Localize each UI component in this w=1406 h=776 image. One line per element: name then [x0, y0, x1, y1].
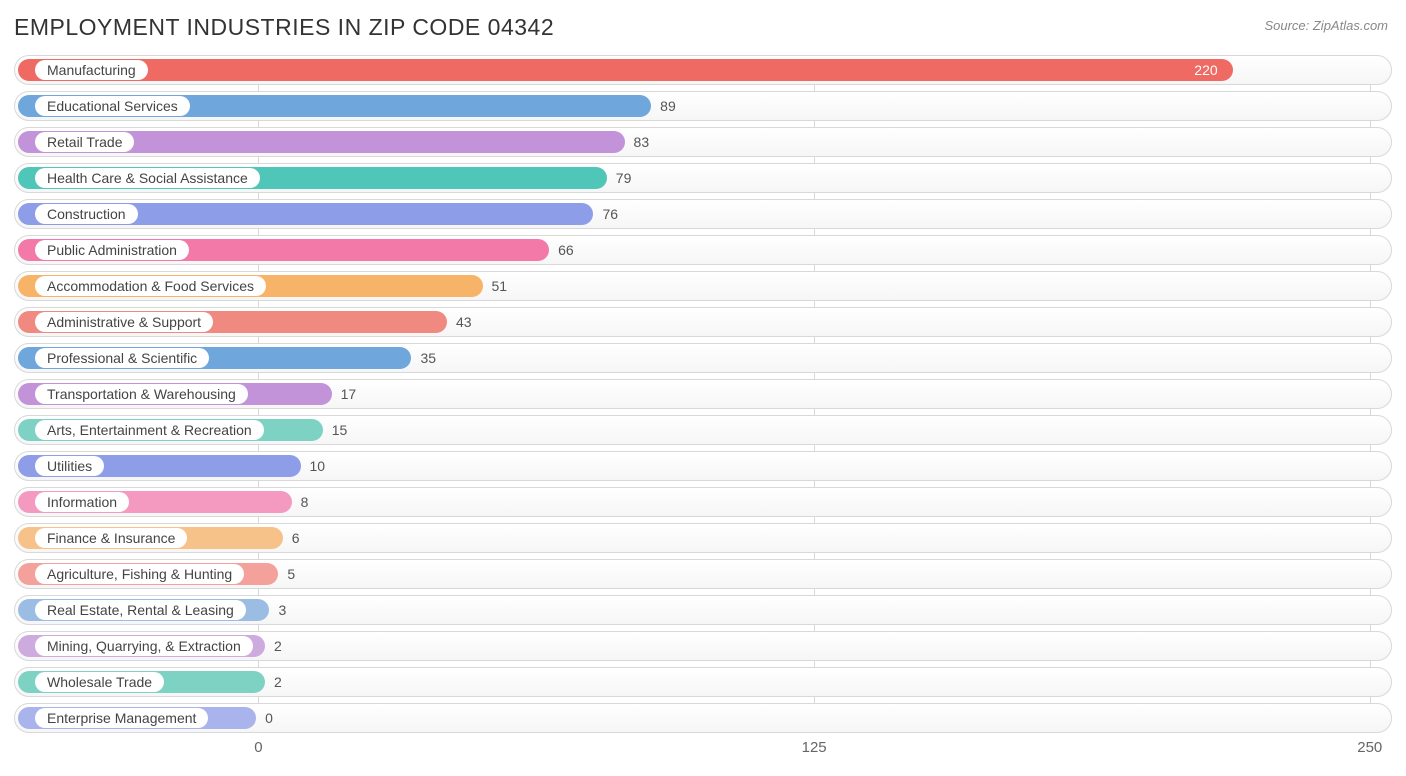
bar-value: 79 [616, 170, 632, 186]
bar-value: 8 [301, 494, 309, 510]
bar-value: 220 [1194, 62, 1217, 78]
bar-row: Health Care & Social Assistance 79 [14, 163, 1392, 193]
bar-value: 10 [310, 458, 326, 474]
bar-label: Educational Services [35, 96, 190, 116]
bar-label: Administrative & Support [35, 312, 213, 332]
bar-value: 6 [292, 530, 300, 546]
bar-value: 66 [558, 242, 574, 258]
chart-source: Source: ZipAtlas.com [1264, 14, 1392, 33]
bar-value: 5 [287, 566, 295, 582]
bar-label: Retail Trade [35, 132, 134, 152]
bar-row: Public Administration 66 [14, 235, 1392, 265]
bar-value: 3 [278, 602, 286, 618]
bar-label: Health Care & Social Assistance [35, 168, 260, 188]
bar-value: 83 [634, 134, 650, 150]
bar-label: Accommodation & Food Services [35, 276, 266, 296]
bar-value: 17 [341, 386, 357, 402]
x-axis-tick: 0 [254, 739, 262, 756]
bar-row: Manufacturing 220 [14, 55, 1392, 85]
bar-row: Enterprise Management 0 [14, 703, 1392, 733]
chart-container: EMPLOYMENT INDUSTRIES IN ZIP CODE 04342 … [0, 0, 1406, 776]
chart-area: Manufacturing220Educational Services89Re… [14, 55, 1392, 765]
bar-label: Mining, Quarrying, & Extraction [35, 636, 253, 656]
bar-label: Information [35, 492, 129, 512]
bar-value: 76 [602, 206, 618, 222]
bar-row: Mining, Quarrying, & Extraction 2 [14, 631, 1392, 661]
bar-row: Construction 76 [14, 199, 1392, 229]
chart-header: EMPLOYMENT INDUSTRIES IN ZIP CODE 04342 … [14, 14, 1392, 41]
bar-label: Finance & Insurance [35, 528, 187, 548]
bar-label: Construction [35, 204, 138, 224]
bar-row: Accommodation & Food Services 51 [14, 271, 1392, 301]
bar-value: 2 [274, 638, 282, 654]
bar-label: Professional & Scientific [35, 348, 209, 368]
bar-row: Educational Services 89 [14, 91, 1392, 121]
bar-row: Utilities 10 [14, 451, 1392, 481]
bar-label: Wholesale Trade [35, 672, 164, 692]
bar-value: 35 [420, 350, 436, 366]
bar-label: Real Estate, Rental & Leasing [35, 600, 246, 620]
bar-row: Information 8 [14, 487, 1392, 517]
bar-value: 2 [274, 674, 282, 690]
chart-title: EMPLOYMENT INDUSTRIES IN ZIP CODE 04342 [14, 14, 554, 41]
bar-value: 0 [265, 710, 273, 726]
bar-row: Finance & Insurance 6 [14, 523, 1392, 553]
bar-row: Transportation & Warehousing 17 [14, 379, 1392, 409]
bar-label: Transportation & Warehousing [35, 384, 248, 404]
bar-fill [18, 59, 1233, 81]
bar-label: Agriculture, Fishing & Hunting [35, 564, 244, 584]
bar-value: 43 [456, 314, 472, 330]
bar-row: Retail Trade 83 [14, 127, 1392, 157]
bars-region: Manufacturing220Educational Services89Re… [14, 55, 1392, 733]
bar-value: 89 [660, 98, 676, 114]
x-axis-tick: 125 [802, 739, 827, 756]
bar-row: Arts, Entertainment & Recreation 15 [14, 415, 1392, 445]
bar-label: Public Administration [35, 240, 189, 260]
bar-label: Manufacturing [35, 60, 148, 80]
bar-label: Arts, Entertainment & Recreation [35, 420, 264, 440]
bar-row: Wholesale Trade 2 [14, 667, 1392, 697]
bar-row: Professional & Scientific 35 [14, 343, 1392, 373]
bar-value: 15 [332, 422, 348, 438]
bar-label: Enterprise Management [35, 708, 208, 728]
bar-row: Administrative & Support 43 [14, 307, 1392, 337]
bar-value: 51 [492, 278, 508, 294]
x-axis-tick: 250 [1357, 739, 1382, 756]
bar-row: Real Estate, Rental & Leasing 3 [14, 595, 1392, 625]
bar-label: Utilities [35, 456, 104, 476]
x-axis: 0 125 250 [14, 735, 1392, 765]
bar-row: Agriculture, Fishing & Hunting 5 [14, 559, 1392, 589]
